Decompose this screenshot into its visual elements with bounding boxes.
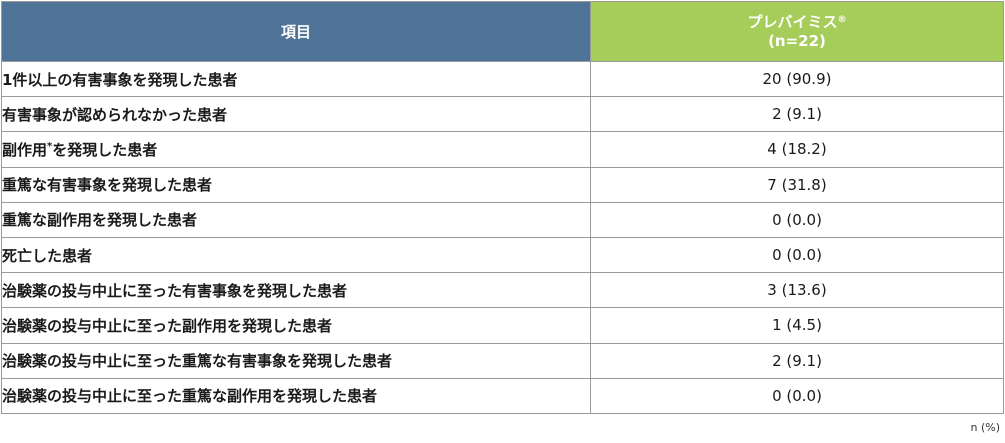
table-row: 重篤な有害事象を発現した患者 7 (31.8) [1, 166, 1004, 203]
table-row: 治験薬の投与中止に至った有害事象を発現した患者 3 (13.6) [1, 272, 1004, 309]
row-label-main: 副作用 [2, 140, 48, 159]
row-label: 治験薬の投与中止に至った有害事象を発現した患者 [1, 272, 591, 309]
row-label: 1件以上の有害事象を発現した患者 [1, 60, 591, 98]
row-label: 有害事象が認められなかった患者 [1, 96, 591, 133]
item-column-label: 項目 [280, 23, 311, 41]
table-row: 死亡した患者 0 (0.0) [1, 236, 1004, 274]
row-label: 治験薬の投与中止に至った重篤な副作用を発現した患者 [1, 377, 591, 414]
row-label: 副作用*を発現した患者 [1, 131, 591, 168]
row-value: 2 (9.1) [590, 96, 1004, 133]
drug-column-header: プレバイミス® (n=22) [590, 1, 1004, 62]
row-value: 1 (4.5) [590, 307, 1004, 344]
table-row: 治験薬の投与中止に至った重篤な副作用を発現した患者 0 (0.0) [1, 377, 1004, 414]
row-label-rest: を発現した患者 [52, 140, 158, 159]
table-row: 1件以上の有害事象を発現した患者 20 (90.9) [1, 60, 1004, 98]
row-label: 死亡した患者 [1, 236, 591, 274]
drug-sample-size: (n=22) [768, 31, 826, 50]
row-label: 重篤な副作用を発現した患者 [1, 201, 591, 238]
table-row: 重篤な副作用を発現した患者 0 (0.0) [1, 201, 1004, 238]
table-header-row: 項目 プレバイミス® (n=22) [1, 1, 1004, 62]
asterisk-mark: * [47, 140, 53, 152]
row-value: 2 (9.1) [590, 342, 1004, 379]
row-value: 4 (18.2) [590, 131, 1004, 168]
row-label: 重篤な有害事象を発現した患者 [1, 166, 591, 203]
table-row: 有害事象が認められなかった患者 2 (9.1) [1, 96, 1004, 133]
registered-mark: ® [837, 14, 847, 25]
drug-name: プレバイミス [747, 12, 838, 31]
row-label: 治験薬の投与中止に至った重篤な有害事象を発現した患者 [1, 342, 591, 379]
row-value: 7 (31.8) [590, 166, 1004, 203]
row-value: 0 (0.0) [590, 201, 1004, 238]
table-row: 治験薬の投与中止に至った副作用を発現した患者 1 (4.5) [1, 307, 1004, 344]
row-value: 0 (0.0) [590, 377, 1004, 414]
row-label: 治験薬の投与中止に至った副作用を発現した患者 [1, 307, 591, 344]
row-value: 20 (90.9) [590, 60, 1004, 98]
unit-footnote: n (%) [970, 421, 1000, 434]
adverse-events-table: 項目 プレバイミス® (n=22) 1件以上の有害事象を発現した患者 20 (9… [1, 1, 1004, 414]
row-value: 3 (13.6) [590, 272, 1004, 309]
item-column-header: 項目 [1, 1, 591, 62]
table-row: 治験薬の投与中止に至った重篤な有害事象を発現した患者 2 (9.1) [1, 342, 1004, 379]
row-value: 0 (0.0) [590, 236, 1004, 274]
table-row: 副作用*を発現した患者 4 (18.2) [1, 131, 1004, 168]
